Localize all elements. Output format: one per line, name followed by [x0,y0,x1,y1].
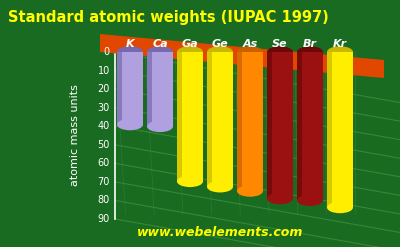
Text: 90: 90 [98,214,110,224]
Text: Standard atomic weights (IUPAC 1997): Standard atomic weights (IUPAC 1997) [8,10,329,25]
Ellipse shape [207,181,233,192]
Bar [117,52,143,124]
Bar [147,52,173,126]
Text: atomic mass units: atomic mass units [70,84,80,186]
Text: 30: 30 [98,103,110,113]
Text: 80: 80 [98,195,110,206]
Text: 40: 40 [98,121,110,131]
Bar [207,52,212,187]
Ellipse shape [117,46,143,58]
Text: Ga: Ga [182,39,198,49]
Ellipse shape [267,193,293,204]
Bar [297,52,323,200]
Ellipse shape [147,121,173,132]
Text: Ca: Ca [152,39,168,49]
Bar [267,52,272,199]
Text: 50: 50 [98,140,110,150]
Text: Br: Br [303,39,317,49]
Ellipse shape [297,46,323,58]
Ellipse shape [177,176,203,187]
Text: 70: 70 [98,177,110,187]
Bar [327,52,332,207]
Ellipse shape [177,46,203,58]
Text: Kr: Kr [333,39,347,49]
Ellipse shape [297,195,323,206]
Text: As: As [242,39,258,49]
Bar [147,52,152,126]
Text: 10: 10 [98,65,110,76]
Ellipse shape [237,46,263,58]
Ellipse shape [327,46,353,58]
Ellipse shape [147,46,173,58]
Bar [237,52,263,191]
Bar [327,52,353,207]
Text: 60: 60 [98,158,110,168]
Polygon shape [100,34,384,78]
Text: 0: 0 [104,47,110,57]
Bar [237,52,242,191]
Ellipse shape [237,185,263,197]
Ellipse shape [117,119,143,130]
Bar [177,52,203,181]
Ellipse shape [207,46,233,58]
Text: www.webelements.com: www.webelements.com [137,226,303,239]
Text: Se: Se [272,39,288,49]
Text: K: K [126,39,134,49]
Bar [297,52,302,200]
Ellipse shape [327,202,353,213]
Bar [207,52,233,187]
Bar [267,52,293,199]
Bar [117,52,122,124]
Text: 20: 20 [98,84,110,94]
Text: Ge: Ge [212,39,228,49]
Ellipse shape [267,46,293,58]
Bar [177,52,182,181]
